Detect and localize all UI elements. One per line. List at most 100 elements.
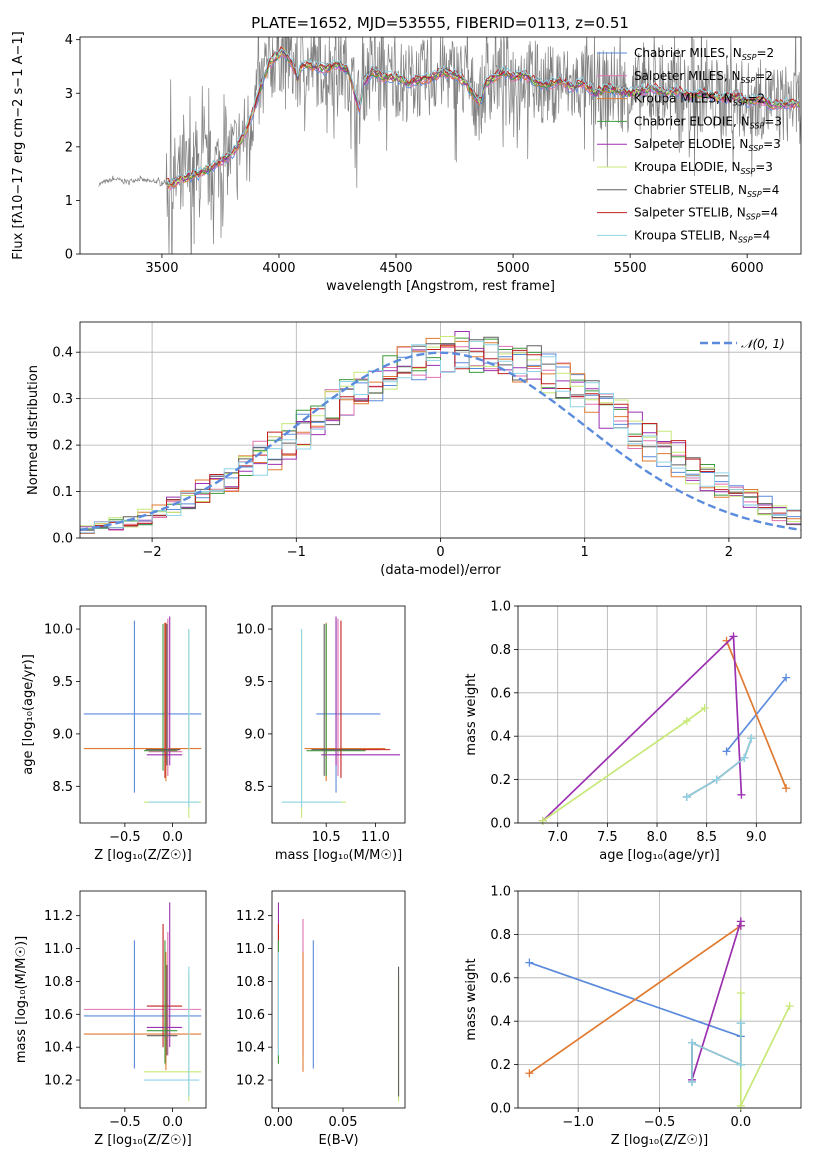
legend-label: Kroupa ELODIE, NSSP=3 xyxy=(634,160,773,176)
weight-marker xyxy=(700,703,709,712)
point-kroupa_miles xyxy=(83,951,202,1071)
y-tick-label: 1.0 xyxy=(490,600,511,615)
y-tick-label: 0.4 xyxy=(490,730,511,745)
y-tick-label: 2 xyxy=(65,140,73,155)
y-tick-label: 11.0 xyxy=(44,942,73,957)
legend-label: Salpeter ELODIE, NSSP=3 xyxy=(634,137,781,153)
weight-series-chabrier_stelib xyxy=(688,1019,745,1086)
x-tick-label: 11.0 xyxy=(361,830,390,845)
weight-marker xyxy=(525,1069,534,1078)
x-tick-label: 0.0 xyxy=(162,1115,183,1130)
x-tick-label: −0.5 xyxy=(644,1115,676,1130)
x-axis-label: Z [log₁₀(Z/Z☉)] xyxy=(94,1133,191,1148)
point-kroupa_miles xyxy=(304,622,386,782)
normal-curve xyxy=(80,351,801,532)
x-tick-label: 4000 xyxy=(262,261,295,276)
point-chabrier_stelib xyxy=(311,623,361,776)
x-tick-label: 3500 xyxy=(145,261,178,276)
y-tick-label: 3 xyxy=(65,87,73,102)
y-tick-label: 0.4 xyxy=(490,1015,511,1030)
x-tick-label: 4500 xyxy=(379,261,412,276)
weight-marker xyxy=(740,753,749,762)
weight_vs_age-panel: 7.0 7.5 8.0 8.5 9.0 0.0 0.2 0.4 0.6 0.8 1.0 age [lo… xyxy=(464,600,802,863)
y-tick-label: 11.0 xyxy=(236,942,265,957)
x-tick-label: 0.05 xyxy=(329,1115,358,1130)
weight-line xyxy=(542,634,743,822)
y-tick-label: 8.5 xyxy=(244,780,265,795)
y-tick-label: 0.6 xyxy=(490,686,511,701)
weight-marker xyxy=(782,673,791,682)
point-kroupa_stelib xyxy=(143,966,200,1097)
y-axis-label: age [log₁₀(age/yr)] xyxy=(21,654,36,775)
x-axis-label: age [log₁₀(age/yr)] xyxy=(599,848,720,863)
legend-label: Kroupa MILES, NSSP=2 xyxy=(634,92,765,108)
plot-frame xyxy=(79,605,207,824)
y-tick-label: 9.0 xyxy=(244,727,265,742)
histogram-chabrier_stelib xyxy=(80,336,801,531)
y-tick-label: 0.1 xyxy=(52,485,73,500)
weight-marker xyxy=(525,958,534,967)
y-tick-label: 1 xyxy=(65,194,73,209)
x-tick-label: −1 xyxy=(287,545,306,560)
x-tick-label: 2 xyxy=(725,545,733,560)
x-tick-label: −0.5 xyxy=(109,830,141,845)
y-tick-label: 9.5 xyxy=(52,675,73,690)
x-tick-label: 8.0 xyxy=(647,830,668,845)
weight-series-kroupa_stelib xyxy=(682,734,756,801)
x-tick-label: 9.0 xyxy=(746,830,767,845)
point-kroupa_elodie xyxy=(143,973,202,1102)
weight-line xyxy=(739,993,791,1107)
weight-series-kroupa_elodie xyxy=(736,988,794,1110)
weight-line xyxy=(725,640,787,789)
point-chabrier_elodie xyxy=(143,623,178,771)
plot-frame xyxy=(79,890,207,1109)
point-salpeter_elodie xyxy=(321,616,401,766)
x-tick-label: 1 xyxy=(581,545,589,560)
y-tick-label: 10.6 xyxy=(236,1008,265,1023)
age_vs_mass-panel: 10.5 11.0 8.5 9.0 9.5 10.0 mass [log₁₀(M/M☉)] xyxy=(236,605,406,863)
weight-lines xyxy=(538,632,791,825)
legend-label: 𝒩(0, 1) xyxy=(741,337,785,351)
y-tick-label: 9.5 xyxy=(244,675,265,690)
y-tick-label: 0.8 xyxy=(490,928,511,943)
figure-title: PLATE=1652, MJD=53555, FIBERID=0113, z=0… xyxy=(251,14,629,32)
weight-marker xyxy=(736,1019,745,1028)
x-tick-label: 7.0 xyxy=(547,830,568,845)
y-tick-label: 10.4 xyxy=(44,1041,73,1056)
y-tick-label: 10.0 xyxy=(236,623,265,638)
x-tick-label: 5500 xyxy=(614,261,647,276)
y-tick-label: 10.6 xyxy=(44,1008,73,1023)
error-bars xyxy=(83,902,202,1102)
y-tick-label: 10.8 xyxy=(44,975,73,990)
y-tick-label: 0.2 xyxy=(490,773,511,788)
y-axis-label: Flux [fλ10−17 erg cm−2 s−1 A−1] xyxy=(11,31,26,259)
histogram-salpeter_stelib xyxy=(80,344,801,534)
y-tick-label: 10.0 xyxy=(44,623,73,638)
plot-frame xyxy=(271,890,406,1109)
weight-lines xyxy=(525,917,794,1110)
y-tick-label: 11.2 xyxy=(236,909,265,924)
x-tick-label: 0 xyxy=(436,545,444,560)
y-tick-label: 0.6 xyxy=(490,971,511,986)
histograms xyxy=(80,331,801,534)
plot-frame xyxy=(79,36,802,255)
x-tick-label: 6000 xyxy=(731,261,764,276)
y-tick-label: 0.0 xyxy=(490,1102,511,1117)
weight-marker xyxy=(538,816,547,825)
x-tick-label: 0.0 xyxy=(730,1115,751,1130)
y-tick-label: 11.2 xyxy=(44,909,73,924)
spectrum-lines xyxy=(98,37,801,254)
weight-marker xyxy=(736,1060,745,1069)
weight-marker xyxy=(785,1002,794,1011)
weight-marker xyxy=(682,717,691,726)
x-axis-label: Z [log₁₀(Z/Z☉)] xyxy=(611,1133,708,1148)
weight-series-salpeter_elodie xyxy=(538,632,746,825)
point-chabrier_stelib xyxy=(145,623,181,766)
x-axis-label: E(B-V) xyxy=(318,1133,358,1148)
plot-frame xyxy=(271,605,406,824)
error-bars xyxy=(277,902,400,1102)
y-tick-label: 10.4 xyxy=(236,1041,265,1056)
x-axis-label: Z [log₁₀(Z/Z☉)] xyxy=(94,848,191,863)
weight-marker xyxy=(736,921,745,930)
y-tick-label: 0.4 xyxy=(52,346,73,361)
